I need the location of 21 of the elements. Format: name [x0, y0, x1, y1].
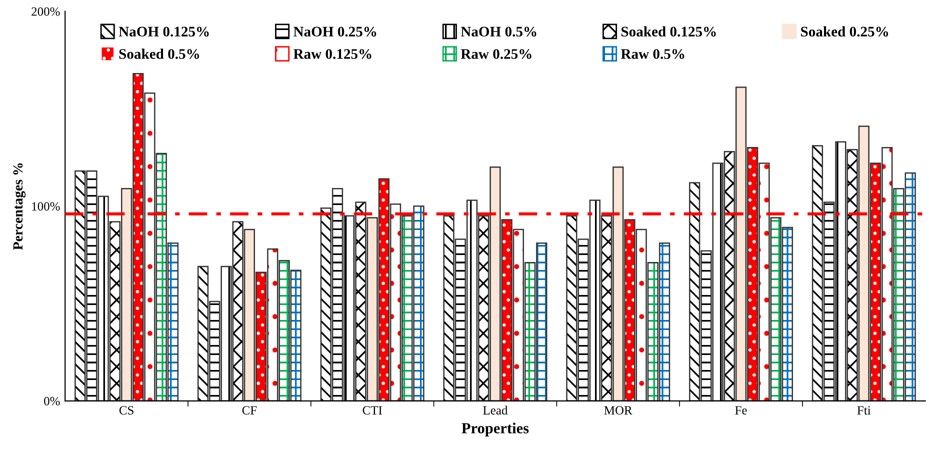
- x-tick-label: CS: [119, 406, 134, 415]
- legend-label: NaOH 0.25%: [294, 26, 376, 37]
- x-axis-title: Properties: [462, 422, 529, 437]
- legend-label: Soaked 0.25%: [801, 26, 888, 37]
- x-tick-label: Fe: [735, 406, 747, 415]
- legend-label: Soaked 0.5%: [119, 48, 200, 59]
- y-tick-label: 200%: [32, 7, 60, 16]
- legend-label: NaOH 0.5%: [460, 26, 536, 37]
- x-tick-label: Fti: [857, 406, 871, 415]
- y-tick-label: 0%: [44, 396, 60, 406]
- legend-label: Raw 0.125%: [293, 49, 372, 59]
- x-tick-label: MOR: [604, 406, 632, 415]
- y-tick-label: 100%: [32, 202, 60, 211]
- legend-label: Raw 0.25%: [460, 49, 532, 59]
- y-axis-title: Percentages %: [13, 163, 26, 250]
- legend-label: Raw 0.5%: [620, 49, 684, 59]
- x-tick-label: CF: [242, 406, 257, 415]
- legend-label: NaOH 0.125%: [118, 26, 209, 37]
- x-tick-label: CTI: [362, 406, 382, 415]
- legend-label: Soaked 0.125%: [621, 26, 716, 37]
- x-tick-label: Lead: [483, 406, 508, 415]
